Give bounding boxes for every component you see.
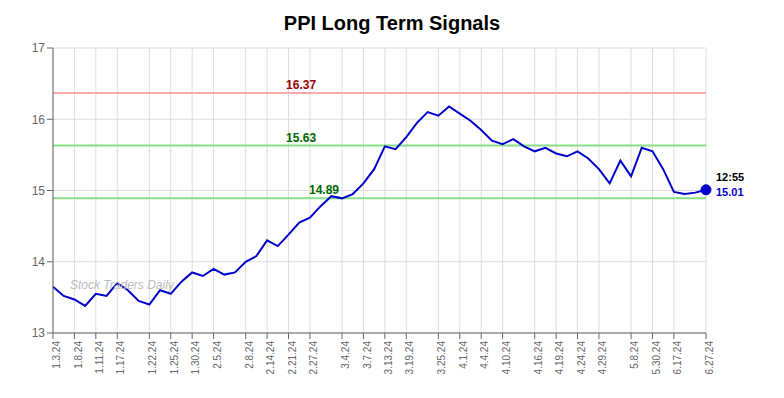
svg-text:2.14.24: 2.14.24 bbox=[265, 341, 276, 375]
svg-text:4.4.24: 4.4.24 bbox=[479, 341, 490, 369]
svg-text:1.8.24: 1.8.24 bbox=[73, 341, 84, 369]
svg-text:5.30.24: 5.30.24 bbox=[651, 341, 662, 375]
svg-text:15.01: 15.01 bbox=[716, 186, 744, 198]
svg-text:4.24.24: 4.24.24 bbox=[576, 341, 587, 375]
svg-text:16: 16 bbox=[32, 113, 46, 127]
svg-text:15: 15 bbox=[32, 184, 46, 198]
svg-text:2.21.24: 2.21.24 bbox=[287, 341, 298, 375]
svg-text:2.5.24: 2.5.24 bbox=[212, 341, 223, 369]
svg-text:14.89: 14.89 bbox=[309, 183, 339, 197]
html-text:Stock Traders Daily: Stock Traders Daily bbox=[70, 278, 174, 292]
svg-text:2.8.24: 2.8.24 bbox=[244, 341, 255, 369]
svg-text:5.8.24: 5.8.24 bbox=[629, 341, 640, 369]
svg-text:6.27.24: 6.27.24 bbox=[704, 341, 715, 375]
svg-text:12:55: 12:55 bbox=[716, 171, 744, 183]
svg-text:2.27.24: 2.27.24 bbox=[308, 341, 319, 375]
svg-text:3.7.24: 3.7.24 bbox=[362, 341, 373, 369]
svg-text:1.3.24: 1.3.24 bbox=[51, 341, 62, 369]
svg-text:4.16.24: 4.16.24 bbox=[533, 341, 544, 375]
svg-text:4.10.24: 4.10.24 bbox=[501, 341, 512, 375]
svg-text:14: 14 bbox=[32, 255, 46, 269]
svg-text:1.30.24: 1.30.24 bbox=[190, 341, 201, 375]
svg-text:3.19.24: 3.19.24 bbox=[404, 341, 415, 375]
svg-text:1.25.24: 1.25.24 bbox=[169, 341, 180, 375]
svg-text:3.25.24: 3.25.24 bbox=[436, 341, 447, 375]
html-text:PPI Long Term Signals: PPI Long Term Signals bbox=[283, 12, 501, 34]
svg-text:4.1.24: 4.1.24 bbox=[458, 341, 469, 369]
svg-text:1.11.24: 1.11.24 bbox=[94, 341, 105, 374]
svg-text:6.17.24: 6.17.24 bbox=[672, 341, 683, 375]
svg-text:4.19.24: 4.19.24 bbox=[554, 341, 565, 375]
svg-text:4.29.24: 4.29.24 bbox=[597, 341, 608, 375]
svg-text:1.22.24: 1.22.24 bbox=[147, 341, 158, 375]
svg-text:16.37: 16.37 bbox=[286, 78, 316, 92]
svg-text:15.63: 15.63 bbox=[286, 131, 316, 145]
svg-text:3.13.24: 3.13.24 bbox=[383, 341, 394, 375]
svg-text:13: 13 bbox=[32, 326, 46, 340]
svg-text:17: 17 bbox=[32, 41, 46, 55]
svg-text:1.17.24: 1.17.24 bbox=[115, 341, 126, 375]
svg-text:3.4.24: 3.4.24 bbox=[340, 341, 351, 369]
